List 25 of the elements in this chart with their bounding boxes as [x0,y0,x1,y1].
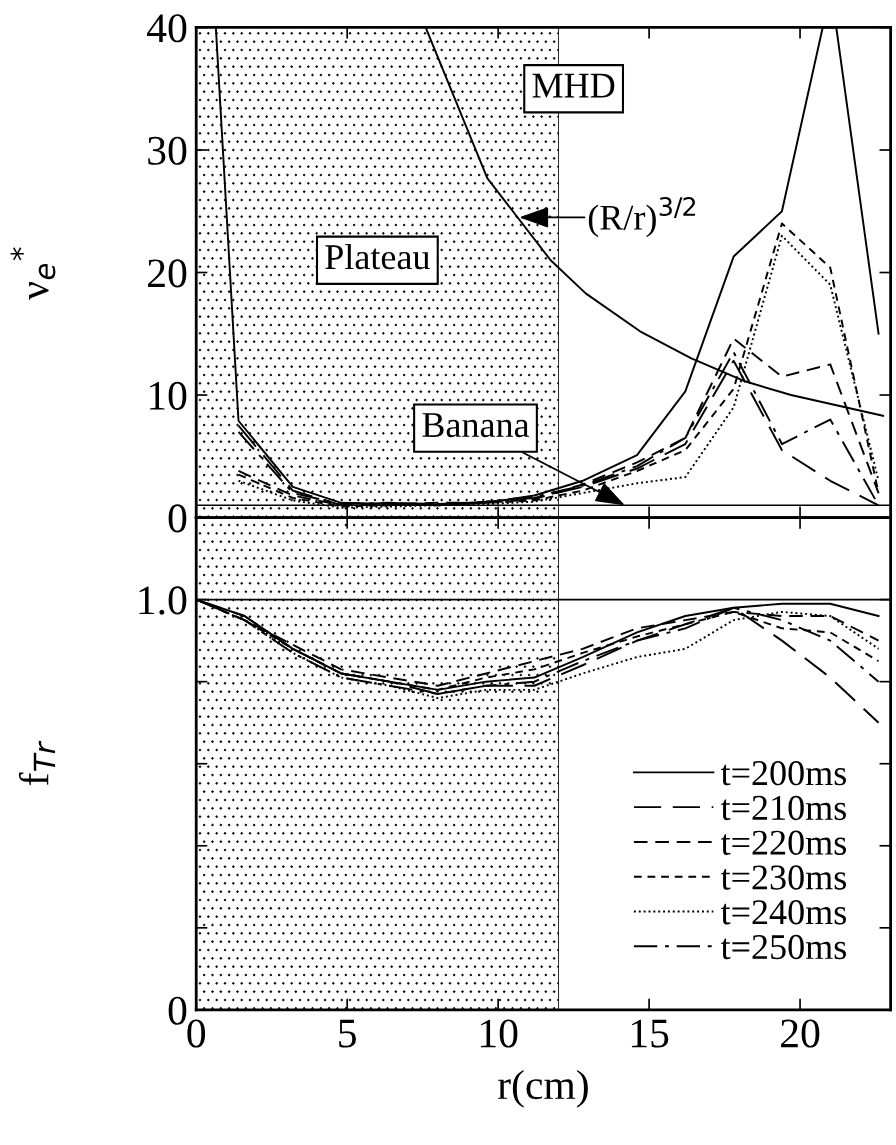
x-tick-label: 20 [781,1019,820,1048]
x-axis-title: r(cm) [497,1069,588,1108]
y-tick-label: 30 [148,136,187,165]
annotation: Plateau [325,243,430,270]
y-tick-label: 10 [149,381,187,410]
legend-label: t=220ms [720,830,846,855]
legend-label: t=250ms [720,934,846,960]
legend-label: t=200ms [720,760,846,786]
legend-label: t=240ms [720,900,846,925]
annotation: Banana [422,413,530,438]
annotation: (R/r)$^{3/2}$ [588,196,696,238]
legend-label: t=230ms [720,865,846,890]
y-tick-label: 20 [148,259,187,288]
y-axis-title: f$_{Tr}$ [18,740,56,786]
legend-label: t=210ms [720,795,846,821]
x-tick-label: 0 [187,1019,206,1048]
y-tick-label: 0 [168,504,187,533]
x-tick-label: 5 [339,1019,356,1048]
y-axis-title: ν$_{e}$$^{*}$ [10,247,56,300]
y-tick-label: 0 [168,996,187,1025]
y-tick-label: 1.0 [139,586,187,615]
annotation: MHD [532,73,615,98]
x-tick-label: 10 [480,1019,518,1048]
y-tick-label: 40 [147,14,187,43]
x-tick-label: 15 [631,1019,669,1048]
